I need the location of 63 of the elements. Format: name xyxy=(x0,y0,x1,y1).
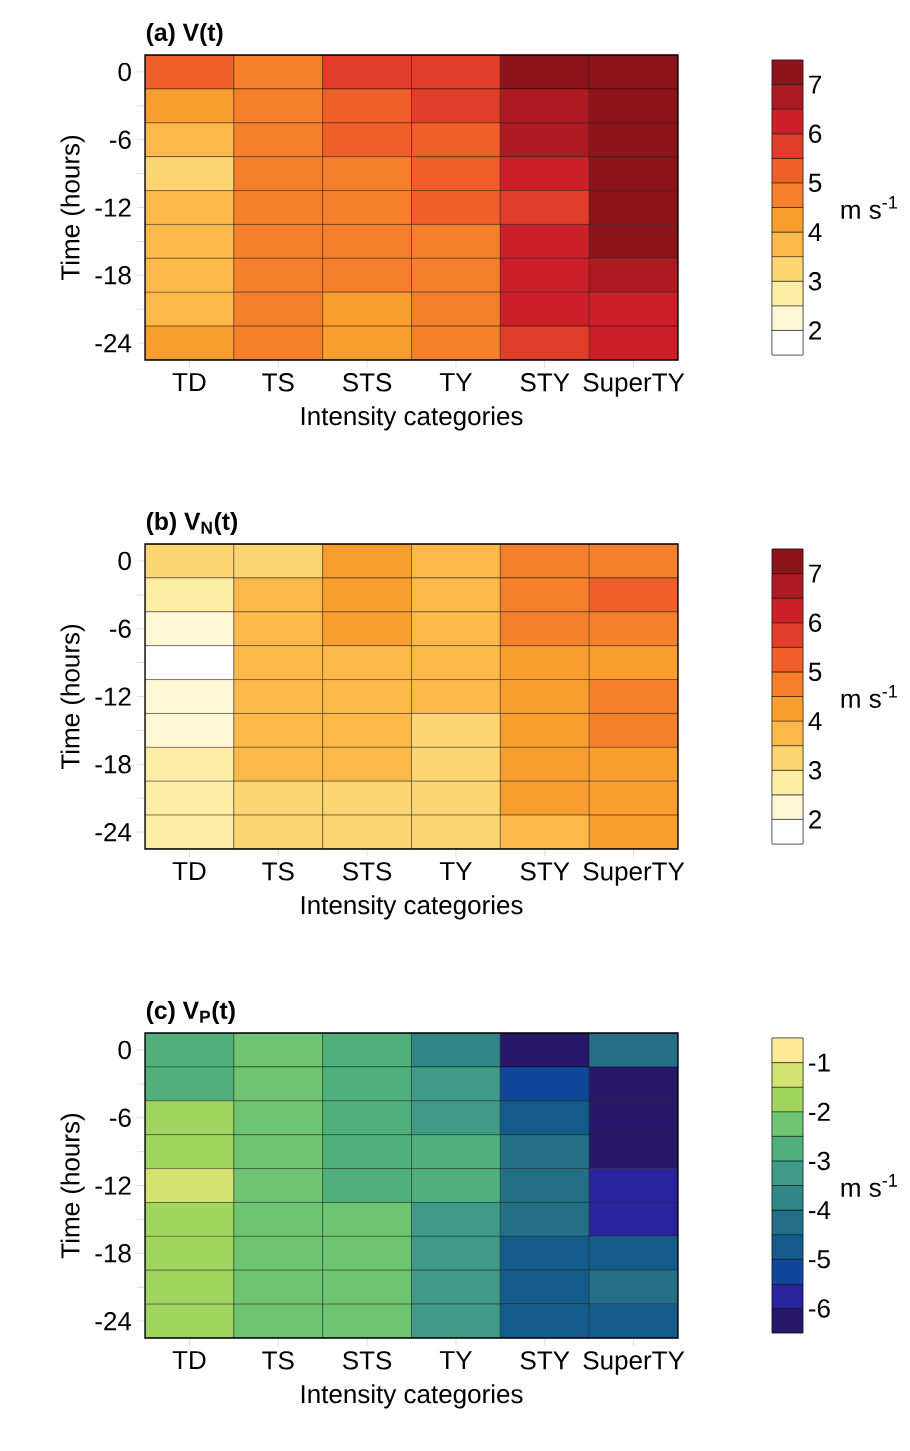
color-bar-label: 5 xyxy=(808,173,822,192)
y-tick-label: 0 xyxy=(118,551,131,571)
color-bar-title: m s$^{-1}$ xyxy=(841,685,898,708)
color-bar-label: -3 xyxy=(809,1151,830,1171)
x-tick-label: TY xyxy=(439,373,472,391)
x-axis-title: Intensity categories xyxy=(301,406,523,431)
y-tick-label: 0 xyxy=(118,1040,131,1060)
color-bar-label: -4 xyxy=(809,1201,831,1220)
x-axis-title: Intensity categories xyxy=(301,895,523,920)
color-bar-label: 5 xyxy=(808,662,822,681)
x-tick-label: TS xyxy=(262,373,294,392)
chart-title: (b) V$_{N}$(t) xyxy=(146,511,238,535)
x-tick-label: SuperTY xyxy=(583,1351,685,1375)
color-bar-label: 6 xyxy=(809,613,822,632)
y-tick-label: -24 xyxy=(95,333,132,353)
color-bar-label: 2 xyxy=(809,321,822,340)
chart-title: (c) V$_{P}$(t) xyxy=(146,1000,235,1024)
x-tick-label: STS xyxy=(342,862,392,881)
color-bar-label: 2 xyxy=(809,810,822,829)
y-tick-label: -18 xyxy=(95,1244,131,1263)
x-tick-label: TS xyxy=(262,1351,294,1370)
x-tick-label: TY xyxy=(439,1351,472,1370)
y-tick-label: -18 xyxy=(95,755,131,774)
color-bar-title: m s$^{-1}$ xyxy=(841,1174,898,1197)
y-axis-title: Time (hours) xyxy=(60,135,85,281)
x-tick-label: STS xyxy=(342,1351,392,1370)
color-bar-label: 3 xyxy=(808,272,822,291)
color-bar-label: 7 xyxy=(809,75,822,94)
y-tick-label: -6 xyxy=(109,619,131,638)
y-tick-label: -6 xyxy=(109,1108,131,1127)
y-tick-label: -6 xyxy=(109,130,131,149)
y-tick-label: -18 xyxy=(95,266,131,285)
x-tick-label: SuperTY xyxy=(583,373,685,397)
y-tick-label: -24 xyxy=(95,822,132,842)
color-bar-label: -5 xyxy=(809,1250,830,1269)
color-bar-label: -6 xyxy=(809,1299,830,1318)
y-axis-title: Time (hours) xyxy=(60,1113,85,1259)
color-bar-label: -1 xyxy=(809,1053,830,1072)
x-tick-label: STY xyxy=(520,1351,570,1370)
color-bar-label: 6 xyxy=(809,124,822,143)
x-tick-label: SuperTY xyxy=(583,862,685,886)
x-tick-label: TD xyxy=(172,373,206,391)
color-bar-label: 4 xyxy=(808,712,822,731)
x-tick-label: TS xyxy=(262,862,294,881)
y-tick-label: -24 xyxy=(95,1312,132,1331)
color-bar-label: 4 xyxy=(808,223,822,242)
color-bar-label: -2 xyxy=(809,1102,830,1121)
color-bar-label: 3 xyxy=(808,761,822,780)
chart-title: (a) V(t) xyxy=(146,22,223,46)
x-tick-label: STS xyxy=(342,373,392,392)
y-tick-label: -12 xyxy=(95,198,131,217)
y-axis-title: Time (hours) xyxy=(60,624,85,770)
x-axis-title: Intensity categories xyxy=(301,1384,523,1409)
color-bar-title: m s$^{-1}$ xyxy=(841,196,898,219)
y-tick-label: -12 xyxy=(95,1176,131,1195)
y-tick-label: 0 xyxy=(118,62,131,82)
x-tick-label: TD xyxy=(172,1351,206,1370)
x-tick-label: TY xyxy=(439,862,472,881)
x-tick-label: STY xyxy=(520,862,570,881)
x-tick-label: STY xyxy=(520,373,570,392)
x-tick-label: TD xyxy=(172,862,206,881)
y-tick-label: -12 xyxy=(95,687,131,706)
color-bar-label: 7 xyxy=(809,564,822,583)
